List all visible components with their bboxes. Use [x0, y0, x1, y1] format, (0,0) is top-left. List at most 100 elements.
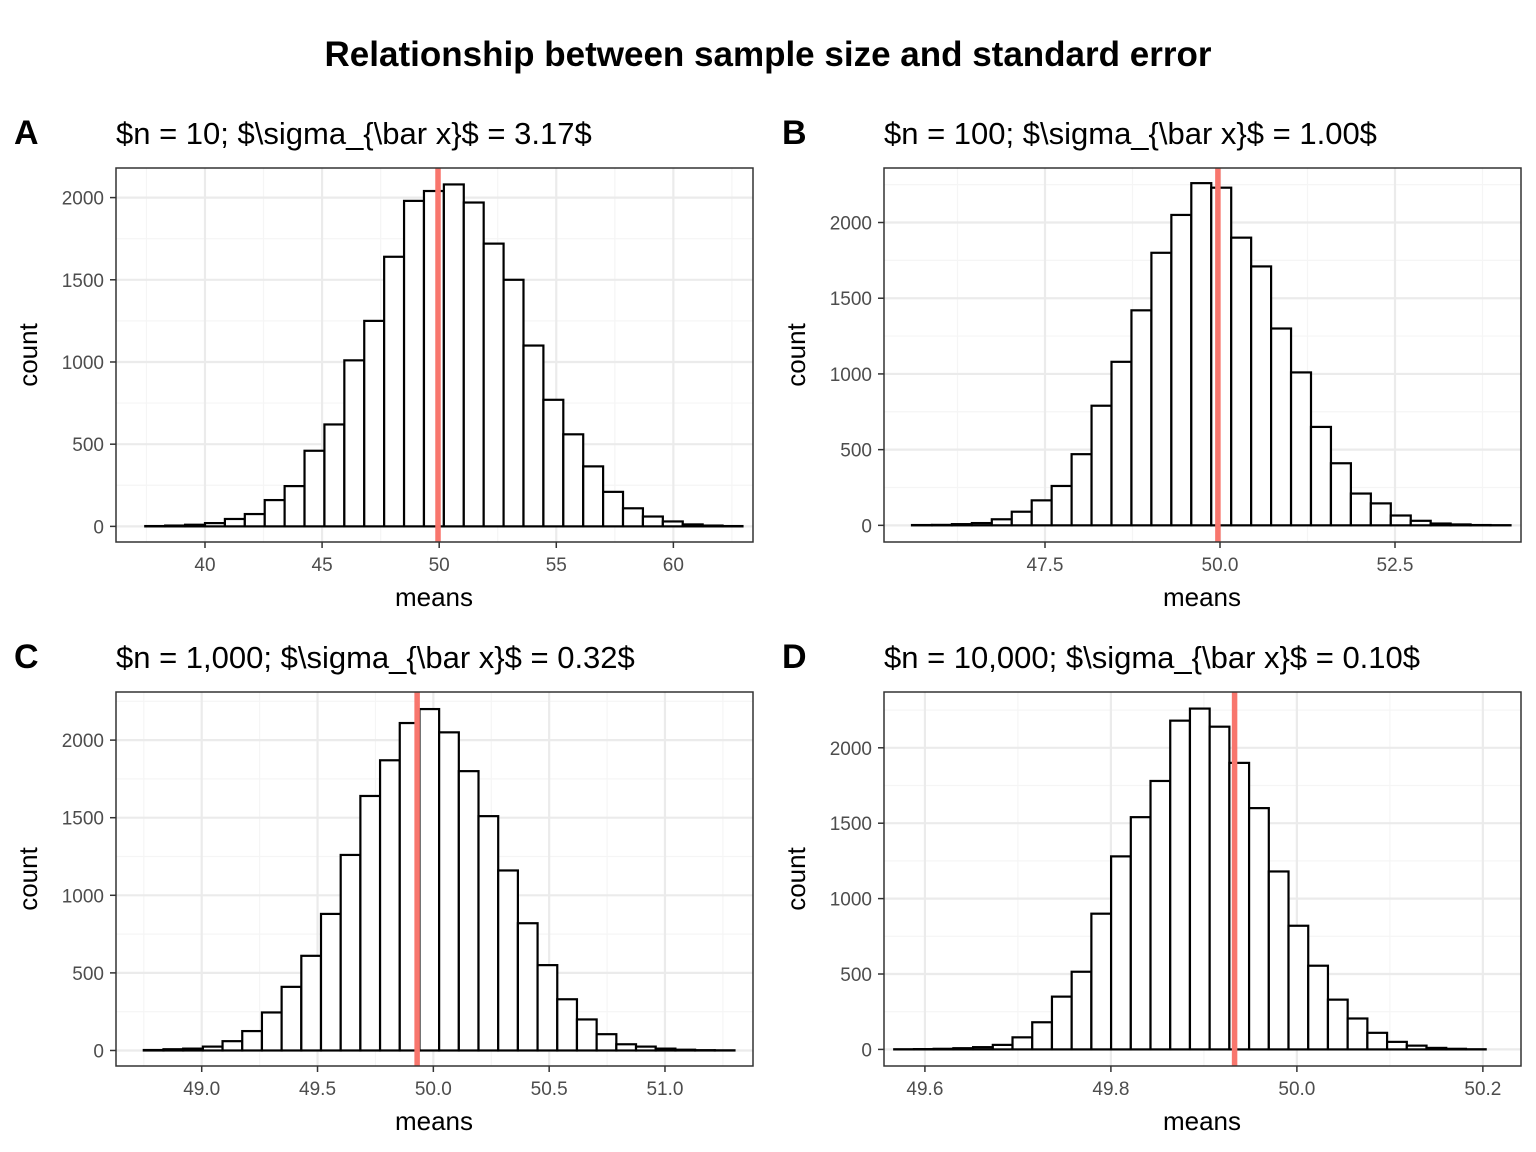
- panel-c-ytick-label: 2000: [62, 731, 104, 752]
- panel-a-title: $n = 10; $\sigma_{\bar x}$ = 3.17$: [116, 116, 592, 151]
- panel-c-bar: [339, 853, 362, 1052]
- panel-b-bar: [1150, 251, 1173, 527]
- panel-b-bar: [950, 523, 973, 527]
- panel-d-ytick-label: 1500: [830, 814, 872, 835]
- panel-a-bar: [661, 520, 684, 528]
- panel-d-plot: 49.6 49.8 50.0 50.2 0 500 1000 1500 2000: [830, 691, 1522, 1100]
- panel-a-bar: [402, 199, 426, 528]
- panel-c-bar: [418, 707, 441, 1052]
- panel-c-ytick-label: 1500: [62, 809, 104, 830]
- panel-a-bar: [343, 359, 366, 528]
- panel-c-bar: [595, 1033, 618, 1052]
- panel-a-ytick-label: 2000: [62, 189, 104, 210]
- panel-d-bar: [1031, 1021, 1054, 1051]
- panel-c-xtick-label: 50.5: [531, 1079, 568, 1100]
- panel-d-bar: [1011, 1036, 1034, 1051]
- panel-b-bar: [1170, 213, 1193, 527]
- panel-a-xtick-label: 45: [312, 555, 333, 576]
- panel-b-bar: [1289, 371, 1313, 527]
- panel-d-ytick-label: 2000: [830, 739, 872, 760]
- panel-b-bar: [1090, 404, 1113, 527]
- panel-b-bar: [990, 518, 1013, 527]
- panel-a-bar: [283, 485, 306, 528]
- panel-a-bar: [681, 523, 704, 528]
- panel-b-bar: [1030, 499, 1053, 527]
- panel-d-xtick-label: 50.2: [1464, 1079, 1501, 1100]
- panel-d-bar: [1287, 924, 1310, 1051]
- panel-b-bar: [1369, 502, 1392, 527]
- panel-d-ytick-label: 1000: [830, 890, 872, 911]
- panel-a-ytick-label: 1000: [62, 353, 104, 374]
- panel-d-bar: [1169, 719, 1192, 1051]
- panel-c-ylabel: count: [13, 846, 43, 910]
- panel-a-bar: [701, 524, 724, 528]
- panel-d-bar: [1090, 912, 1113, 1051]
- panel-d-bar: [1188, 707, 1211, 1051]
- panel-d-xtick-label: 50.0: [1278, 1079, 1315, 1100]
- panel-a-bar: [263, 498, 286, 528]
- panel-c-bar: [162, 1048, 185, 1052]
- panel-c-bar: [556, 998, 579, 1052]
- panel-d-bar: [1208, 725, 1231, 1051]
- panel-c-bar: [634, 1045, 657, 1052]
- panel-b-bar: [1349, 492, 1372, 527]
- panel-b-bar: [1110, 360, 1133, 527]
- panel-c-bar: [575, 1018, 598, 1052]
- panel-a-bar: [164, 524, 187, 528]
- panel-b-ytick-label: 1000: [830, 365, 872, 386]
- panel-d-bar: [1267, 870, 1290, 1051]
- panel-a-bar: [363, 319, 386, 528]
- panel-d-bar: [1129, 816, 1152, 1051]
- panel-a-tag: A: [14, 114, 39, 152]
- panel-c-ytick-label: 0: [93, 1041, 104, 1062]
- panel-a-bar: [502, 278, 525, 528]
- panel-a-bar: [203, 521, 226, 528]
- panel-b-xtick-label: 47.5: [1027, 555, 1064, 576]
- panel-b-bar: [1389, 514, 1412, 527]
- panel-b-bar: [1449, 523, 1472, 527]
- panel-b-tag: B: [782, 114, 807, 152]
- panel-c-tag: C: [14, 638, 39, 676]
- panel-c-plot: 49.0 49.5 50.0 50.5 51.0 0 500 1000 1500 2000: [62, 691, 754, 1100]
- panel-d-bar: [1326, 998, 1349, 1051]
- panel-c-xtick-label: 49.0: [183, 1079, 220, 1100]
- panel-b-xlabel: means: [1163, 582, 1241, 612]
- panel-b-bar: [1190, 182, 1213, 527]
- panel-c-border: [115, 691, 754, 1067]
- panel-d-bar: [1070, 970, 1093, 1051]
- panel-c-bar: [280, 985, 303, 1052]
- panel-c-ytick-label: 500: [72, 964, 104, 985]
- panel-d-bar: [1405, 1044, 1428, 1051]
- panel-a-ytick-label: 0: [93, 517, 104, 538]
- panel-a-bar: [462, 201, 485, 528]
- panel-d-bar: [1366, 1031, 1389, 1051]
- panel-b: B $n = 100; $\sigma_{\bar x}$ = 1.00$ 47…: [781, 114, 1522, 612]
- figure-title: Relationship between sample size and sta…: [325, 35, 1212, 74]
- panel-a-bar: [602, 490, 625, 528]
- panel-a-plot: 40 45 50 55 60 0 500 1000 1500 2000: [62, 167, 754, 576]
- panel-c-bar: [319, 912, 342, 1052]
- panel-c-xtick-label: 50.0: [415, 1079, 452, 1100]
- panel-c-bar: [182, 1047, 204, 1052]
- panel-d-ytick-label: 500: [840, 965, 872, 986]
- panel-c-bar: [300, 954, 323, 1052]
- panel-a-xtick-label: 50: [429, 555, 450, 576]
- panel-a-ylabel: count: [13, 322, 43, 386]
- panel-c-bar: [438, 731, 460, 1052]
- panel-b-ytick-label: 500: [840, 441, 872, 462]
- panel-a-bar: [422, 189, 445, 528]
- panel-d-title: $n = 10,000; $\sigma_{\bar x}$ = 0.10$: [884, 640, 1420, 675]
- panel-c-xtick-label: 51.0: [646, 1079, 683, 1100]
- panel-b-bar: [1050, 484, 1073, 527]
- panel-b-xtick-label: 50.0: [1202, 555, 1239, 576]
- panel-b-plot: 47.5 50.0 52.5 0 500 1000 1500 2000: [830, 167, 1522, 576]
- panel-c-bar: [378, 759, 401, 1052]
- panel-b-bar: [1210, 186, 1233, 527]
- panel-a-bar: [383, 255, 406, 528]
- panel-a-xtick-label: 40: [194, 555, 215, 576]
- panel-a-xlabel: means: [395, 582, 473, 612]
- panel-a-bar: [562, 433, 585, 528]
- panel-b-title: $n = 100; $\sigma_{\bar x}$ = 1.00$: [884, 116, 1377, 151]
- panel-c-bar: [674, 1048, 697, 1052]
